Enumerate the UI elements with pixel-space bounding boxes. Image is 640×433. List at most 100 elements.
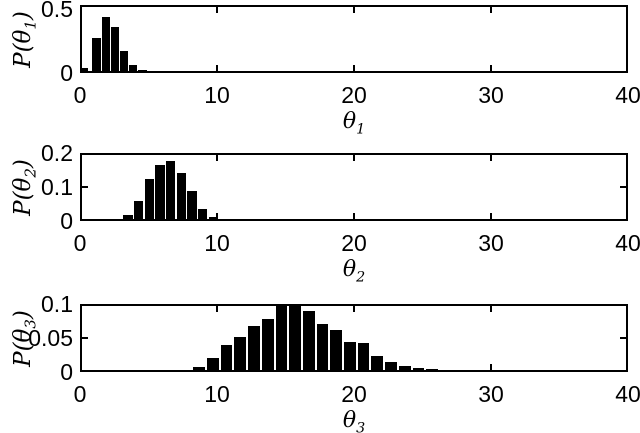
- x-axis-tick: [627, 364, 628, 370]
- x-axis-tick: [490, 306, 492, 312]
- y-axis-label-theta3: P(θ3): [0, 300, 46, 376]
- x-axis-tick: [490, 213, 492, 219]
- histogram-bar: [176, 172, 187, 221]
- y-tick-label: 0.2: [41, 140, 73, 166]
- histogram-bar: [179, 370, 192, 372]
- x-tick-label: 10: [204, 381, 230, 407]
- histogram-bar: [357, 343, 370, 372]
- x-axis-label-theta3: θ3: [342, 408, 366, 433]
- x-axis-tick: [490, 65, 492, 71]
- y-axis-tick: [82, 371, 88, 372]
- histogram-bar: [398, 365, 411, 372]
- x-axis-tick: [353, 306, 355, 312]
- histogram-bar: [193, 366, 205, 372]
- x-axis-tick: [627, 65, 628, 71]
- axes-frame: [80, 153, 628, 221]
- x-axis-tick: [80, 364, 81, 370]
- y-axis-label-text: P(θ3): [9, 309, 40, 367]
- x-axis-tick: [627, 7, 628, 13]
- histogram-bar: [208, 216, 219, 221]
- histogram-bar: [166, 161, 176, 221]
- y-axis-label-theta2: P(θ2): [0, 149, 46, 225]
- histogram-bar: [101, 17, 110, 73]
- x-axis-tick: [353, 364, 355, 370]
- plot-area-theta1: [80, 5, 628, 73]
- x-axis-tick: [627, 306, 628, 312]
- y-tick-label: 0.5: [41, 0, 73, 22]
- x-axis-tick: [216, 155, 218, 161]
- x-axis-tick: [627, 213, 628, 219]
- y-tick-label: 0: [60, 208, 73, 234]
- x-tick-label: 20: [341, 82, 367, 108]
- histogram-bar: [120, 51, 129, 73]
- histogram-bar: [207, 357, 219, 372]
- y-axis-tick: [82, 153, 88, 154]
- plot-area-theta3: [80, 304, 628, 372]
- histogram-bar: [302, 310, 315, 372]
- x-axis-tick: [216, 364, 218, 370]
- histogram-bar: [129, 64, 138, 73]
- x-tick-label: 20: [341, 381, 367, 407]
- x-axis-tick: [353, 213, 355, 219]
- histogram-bar: [219, 219, 229, 221]
- histogram-bar: [92, 37, 101, 73]
- histogram-bar: [80, 67, 89, 73]
- histogram-bar: [138, 70, 147, 73]
- x-tick-label: 30: [478, 230, 504, 256]
- histogram-bar: [316, 324, 329, 372]
- axes-frame: [80, 304, 628, 372]
- x-axis-tick: [490, 155, 492, 161]
- histogram-bar: [133, 201, 144, 221]
- histogram-bar: [144, 179, 154, 221]
- x-axis-tick: [80, 7, 81, 13]
- x-tick-label: 30: [478, 82, 504, 108]
- y-tick-label: 0.1: [41, 291, 73, 317]
- x-tick-label: 40: [615, 381, 640, 407]
- x-axis-tick: [627, 155, 628, 161]
- y-axis-tick: [620, 153, 626, 154]
- x-tick-label: 0: [73, 381, 87, 407]
- histogram-bar: [426, 369, 438, 372]
- x-axis-tick: [490, 364, 492, 370]
- y-axis-tick: [82, 186, 88, 188]
- x-axis-tick: [80, 213, 81, 219]
- x-axis-tick: [353, 155, 355, 161]
- y-axis-tick: [82, 220, 88, 221]
- y-tick-label: 0: [60, 359, 73, 385]
- histogram-bar: [234, 337, 247, 372]
- histogram-bar: [261, 318, 274, 372]
- x-tick-label: 10: [204, 82, 230, 108]
- y-axis-tick: [620, 72, 626, 73]
- x-tick-label: 0: [73, 230, 87, 256]
- x-axis-label-theta2: θ2: [342, 257, 366, 286]
- plot-area-theta2: [80, 153, 628, 221]
- histogram-bar: [371, 356, 384, 372]
- histogram-bar: [275, 306, 288, 372]
- x-axis-tick: [216, 7, 218, 13]
- y-tick-label: 0.1: [41, 174, 73, 200]
- y-axis-tick: [82, 337, 88, 339]
- x-axis-tick: [216, 306, 218, 312]
- x-axis-tick: [80, 306, 81, 312]
- x-axis-tick: [216, 65, 218, 71]
- histogram-bar: [439, 369, 452, 372]
- x-tick-label: 40: [615, 82, 640, 108]
- y-tick-label: 0.05: [28, 325, 73, 351]
- y-tick-label: 0: [60, 60, 73, 86]
- y-axis-tick: [620, 5, 626, 6]
- x-tick-label: 40: [615, 230, 640, 256]
- x-axis-label-theta1: θ1: [342, 109, 366, 138]
- histogram-bar: [198, 209, 208, 221]
- axes-frame: [80, 5, 628, 73]
- histogram-bar: [248, 326, 260, 372]
- histogram-bar: [289, 305, 301, 372]
- y-axis-tick: [82, 304, 88, 305]
- x-axis-tick: [490, 7, 492, 13]
- x-tick-label: 30: [478, 381, 504, 407]
- histogram-bar: [155, 164, 165, 221]
- x-tick-label: 0: [73, 82, 87, 108]
- y-axis-tick: [82, 72, 88, 73]
- y-axis-label-text: P(θ1): [9, 10, 40, 68]
- histogram-bar: [412, 367, 425, 372]
